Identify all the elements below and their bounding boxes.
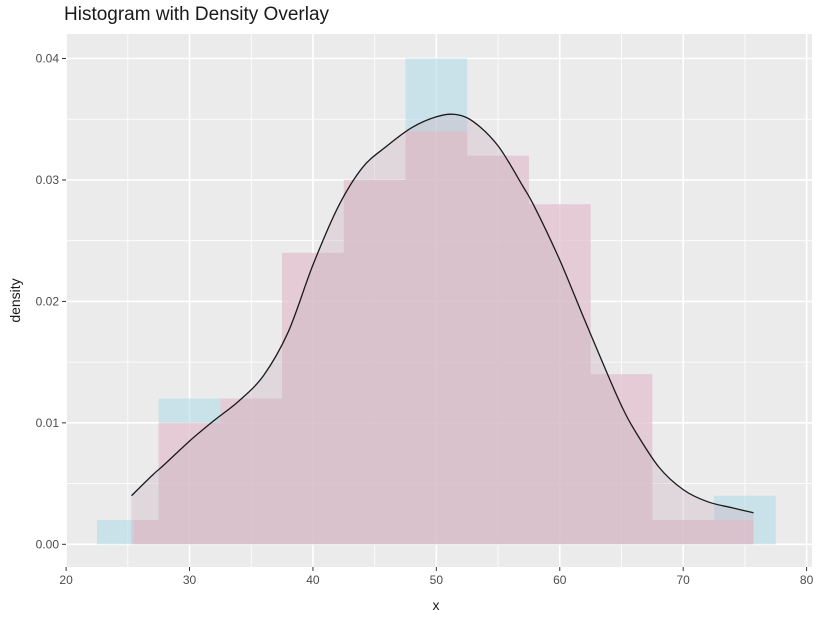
x-tick-label: 40: [306, 573, 320, 587]
histogram-bar-pink: [282, 252, 344, 545]
histogram-bar-pink: [133, 520, 159, 545]
density-area: [131, 114, 754, 545]
x-tick-label: 30: [183, 573, 197, 587]
histogram-bar-pink: [343, 179, 406, 545]
y-tick-label: 0.00: [36, 537, 60, 551]
chart-title: Histogram with Density Overlay: [64, 4, 330, 25]
density-line: [131, 113, 754, 514]
y-axis-title: density: [7, 278, 23, 322]
x-axis-title: x: [433, 597, 440, 613]
y-tick-label: 0.03: [36, 173, 60, 187]
histogram-bar-pink: [405, 131, 468, 545]
histogram-bar-pink: [714, 520, 754, 545]
density-curve-group: [131, 113, 754, 545]
histogram-bar-pink: [158, 422, 221, 545]
histogram-bar-pink: [590, 374, 653, 545]
x-tick-label: 80: [800, 573, 814, 587]
histogram-bar-pink: [220, 398, 283, 545]
x-tick-label: 50: [430, 573, 444, 587]
x-tick-label: 20: [59, 573, 73, 587]
y-axis-ticks: 0.00 0.01 0.02 0.03 0.04: [36, 52, 66, 551]
x-axis-ticks: 20 30 40 50 60 70 80: [59, 567, 814, 587]
x-tick-label: 70: [677, 573, 691, 587]
histogram-bar-pink: [652, 520, 715, 545]
x-tick-label: 60: [553, 573, 567, 587]
y-tick-label: 0.04: [36, 52, 60, 66]
histogram-bar-pink: [467, 155, 529, 545]
histogram-pink-bars: [133, 131, 754, 545]
y-tick-label: 0.01: [36, 416, 60, 430]
y-tick-label: 0.02: [36, 294, 60, 308]
